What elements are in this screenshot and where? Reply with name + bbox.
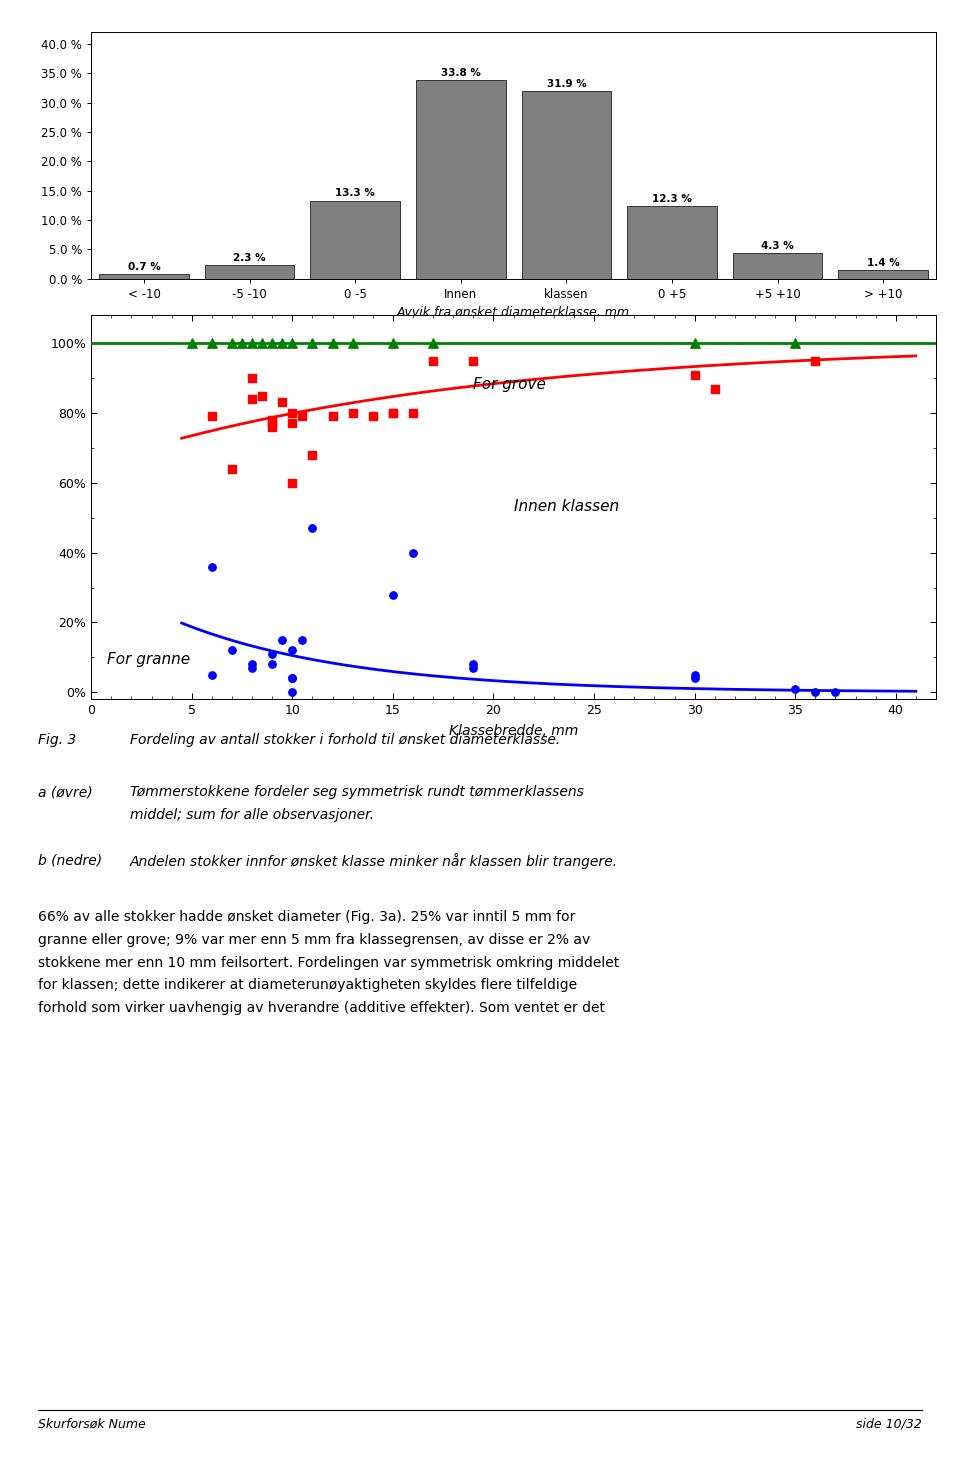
Point — [204, 663, 220, 686]
Point — [425, 331, 441, 355]
Text: 33.8 %: 33.8 % — [441, 67, 481, 78]
Point — [708, 377, 723, 400]
Text: side 10/32: side 10/32 — [855, 1418, 922, 1431]
Point — [245, 366, 260, 390]
X-axis label: Klassebredde, mm: Klassebredde, mm — [449, 724, 578, 737]
Point — [285, 471, 300, 494]
Point — [466, 349, 481, 372]
Point — [295, 629, 310, 652]
Point — [245, 652, 260, 676]
Point — [405, 541, 420, 564]
Point — [345, 331, 360, 355]
Point — [687, 663, 703, 686]
Point — [225, 331, 240, 355]
Text: 4.3 %: 4.3 % — [761, 240, 794, 251]
Bar — [838, 270, 928, 279]
Point — [254, 384, 270, 408]
Point — [787, 331, 803, 355]
Text: 31.9 %: 31.9 % — [546, 79, 587, 89]
Text: Tømmerstokkene fordeler seg symmetrisk rundt tømmerklassens: Tømmerstokkene fordeler seg symmetrisk r… — [130, 786, 584, 799]
Point — [225, 457, 240, 481]
Text: Andelen stokker innfor ønsket klasse minker når klassen blir trangere.: Andelen stokker innfor ønsket klasse min… — [130, 853, 617, 869]
Point — [285, 402, 300, 425]
Point — [687, 667, 703, 690]
Point — [828, 680, 843, 704]
Point — [265, 415, 280, 438]
Point — [285, 680, 300, 704]
Point — [385, 331, 400, 355]
Bar — [99, 274, 189, 279]
Point — [304, 331, 320, 355]
Point — [466, 657, 481, 680]
Text: Fig. 3: Fig. 3 — [38, 733, 77, 748]
Point — [807, 349, 823, 372]
Point — [787, 677, 803, 701]
Text: granne eller grove; 9% var mer enn 5 mm fra klassegrensen, av disse er 2% av: granne eller grove; 9% var mer enn 5 mm … — [38, 932, 590, 947]
Text: 13.3 %: 13.3 % — [335, 188, 375, 198]
Text: 1.4 %: 1.4 % — [867, 258, 900, 268]
Point — [345, 402, 360, 425]
Text: 12.3 %: 12.3 % — [652, 194, 692, 204]
Text: Innen klassen: Innen klassen — [514, 498, 619, 513]
Point — [466, 652, 481, 676]
Point — [245, 387, 260, 410]
Point — [254, 331, 270, 355]
Point — [385, 402, 400, 425]
Point — [204, 554, 220, 578]
Point — [304, 443, 320, 466]
Bar — [204, 265, 295, 279]
Point — [304, 516, 320, 539]
Point — [687, 331, 703, 355]
Bar — [310, 201, 400, 279]
Text: stokkene mer enn 10 mm feilsortert. Fordelingen var symmetrisk omkring middelet: stokkene mer enn 10 mm feilsortert. Ford… — [38, 956, 619, 969]
Point — [184, 331, 200, 355]
Point — [265, 412, 280, 435]
Text: For grove: For grove — [473, 377, 546, 391]
Point — [234, 331, 250, 355]
Point — [324, 331, 340, 355]
Text: a (øvre): a (øvre) — [38, 786, 93, 799]
Point — [295, 405, 310, 428]
Bar — [627, 207, 717, 279]
X-axis label: Avvik fra ønsket diameterklasse, mm: Avvik fra ønsket diameterklasse, mm — [397, 306, 630, 320]
Point — [285, 667, 300, 690]
Point — [285, 412, 300, 435]
Text: 66% av alle stokker hadde ønsket diameter (Fig. 3a). 25% var inntil 5 mm for: 66% av alle stokker hadde ønsket diamete… — [38, 910, 576, 924]
Text: for klassen; dette indikerer at diameterunøyaktigheten skyldes flere tilfeldige: for klassen; dette indikerer at diameter… — [38, 978, 578, 992]
Point — [324, 405, 340, 428]
Point — [275, 331, 290, 355]
Bar — [521, 91, 612, 279]
Text: forhold som virker uavhengig av hverandre (additive effekter). Som ventet er det: forhold som virker uavhengig av hverandr… — [38, 1001, 606, 1014]
Point — [225, 639, 240, 663]
Bar — [732, 254, 823, 279]
Point — [245, 331, 260, 355]
Point — [275, 391, 290, 415]
Point — [265, 652, 280, 676]
Text: Skurforsøk Nume: Skurforsøk Nume — [38, 1418, 146, 1431]
Text: b (nedre): b (nedre) — [38, 853, 103, 868]
Point — [265, 642, 280, 666]
Point — [365, 405, 380, 428]
Point — [385, 583, 400, 607]
Point — [285, 639, 300, 663]
Text: 0.7 %: 0.7 % — [128, 262, 160, 273]
Text: Fordeling av antall stokker i forhold til ønsket diameterklasse.: Fordeling av antall stokker i forhold ti… — [130, 733, 560, 748]
Point — [807, 680, 823, 704]
Point — [405, 402, 420, 425]
Text: For granne: For granne — [108, 652, 190, 667]
Bar — [416, 81, 506, 279]
Point — [275, 629, 290, 652]
Text: middel; sum for alle observasjoner.: middel; sum for alle observasjoner. — [130, 808, 373, 822]
Point — [265, 408, 280, 431]
Point — [265, 331, 280, 355]
Point — [204, 405, 220, 428]
Text: 2.3 %: 2.3 % — [233, 252, 266, 262]
Point — [204, 331, 220, 355]
Point — [285, 331, 300, 355]
Point — [285, 667, 300, 690]
Point — [385, 402, 400, 425]
Point — [245, 657, 260, 680]
Point — [687, 362, 703, 386]
Point — [425, 349, 441, 372]
